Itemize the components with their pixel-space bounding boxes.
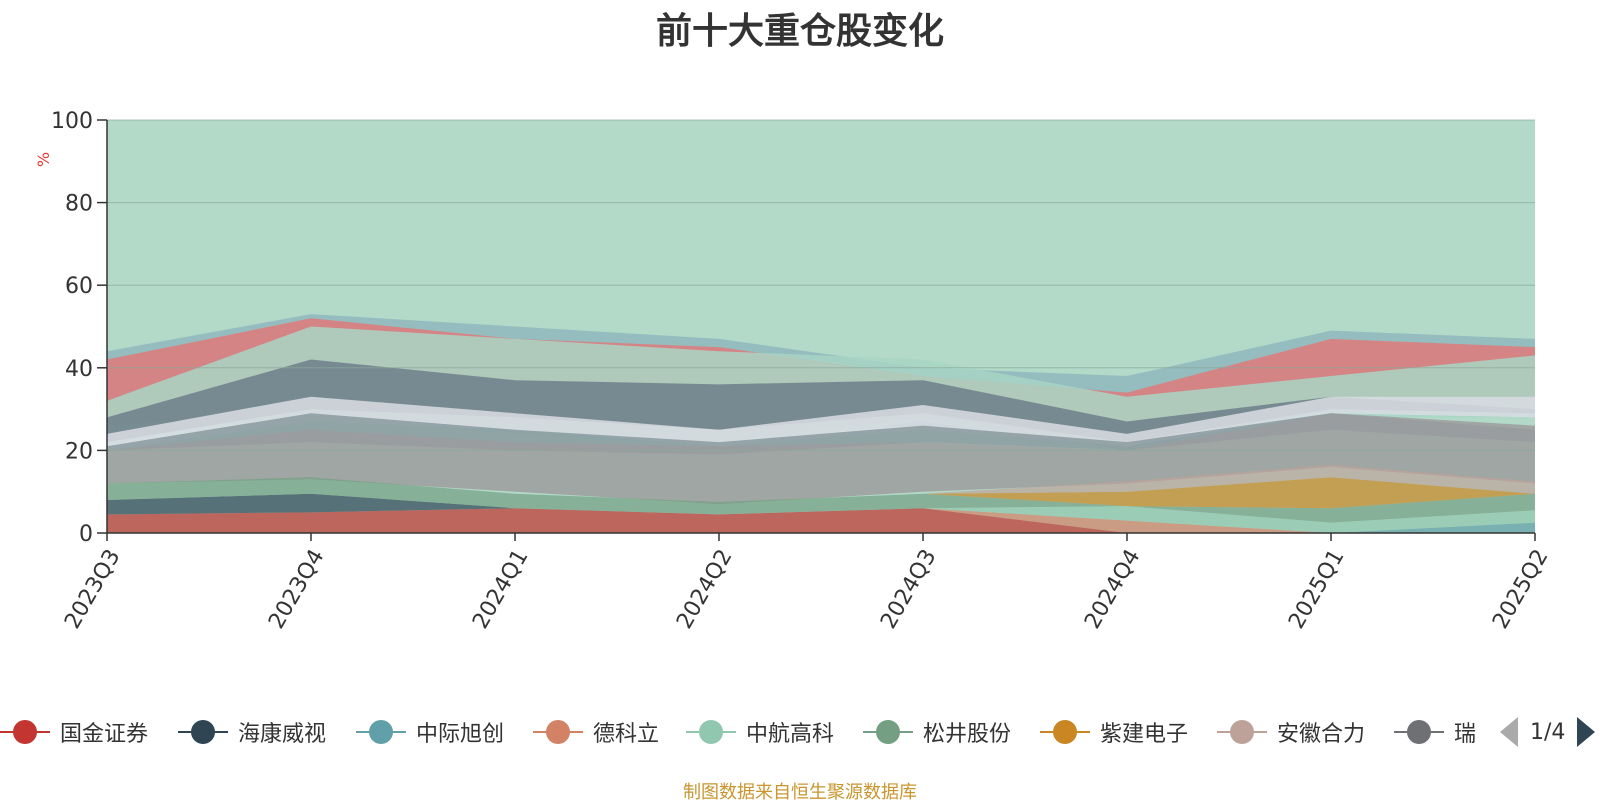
source-note: 制图数据来自恒生聚源数据库 [683,782,917,803]
x-tick-label: 2024Q3 [876,545,941,633]
series-area-5 [107,477,1535,523]
y-tick-label: 40 [65,357,93,382]
series-area-0 [107,508,1535,533]
legend-label: 瑞 [1454,722,1477,747]
x-tick-label: 2025Q2 [1488,545,1553,633]
legend-label: 中航高科 [746,722,835,747]
legend-marker-icon [0,712,50,752]
y-tick-label: 20 [65,439,93,464]
y-tick-label: 100 [51,109,93,134]
x-tick-labels: 2023Q3 2023Q4 2024Q1 2024Q2 2024Q3 2024Q4 2025… [60,545,1553,633]
legend-marker-icon [1217,712,1267,752]
legend-prev-icon[interactable] [1500,717,1518,747]
legend-item[interactable]: 国金证券 [0,712,148,752]
series-area-1 [107,493,1535,533]
series-area-4 [107,493,1535,533]
legend-item[interactable]: 中际旭创 [356,712,504,752]
legend-marker-icon [356,712,406,752]
legend-label: 松井股份 [923,722,1012,747]
legend-label: 中际旭创 [416,722,505,747]
legend-page-indicator: 1/4 [1530,719,1566,745]
y-tick-label: 60 [65,274,93,299]
x-tick-label: 2023Q4 [264,545,329,633]
legend-label: 德科立 [593,722,660,747]
legend-item[interactable]: 紫建电子 [1040,712,1188,752]
x-tick-label: 2024Q4 [1080,545,1145,633]
legend-label: 海康威视 [238,722,327,747]
legend-marker-icon [863,712,913,752]
series-area-6 [107,477,1535,509]
legend-item[interactable]: 德科立 [533,712,659,752]
legend-items: 国金证券 海康威视 中际旭创 德科立 中航高科 松井股份 紫建电子 安徽合力 瑞 [0,712,1480,752]
legend-marker-icon [1394,712,1444,752]
decorative-bands [107,120,1535,533]
x-tick-label: 2024Q2 [672,545,737,633]
legend-item[interactable]: 松井股份 [863,712,1011,752]
y-tick-label: 0 [79,522,93,547]
legend-label: 紫建电子 [1100,722,1189,747]
background-band-3 [107,359,1535,443]
y-tick-label: 80 [65,192,93,217]
background-band-6 [107,413,1535,505]
x-tick-label: 2023Q3 [60,545,125,633]
legend-marker-icon [533,712,583,752]
x-tick-label: 2025Q1 [1284,545,1349,633]
legend-item[interactable]: 安徽合力 [1217,712,1365,752]
legend-item[interactable]: 瑞 [1394,712,1476,752]
legend-next-icon[interactable] [1577,717,1596,747]
legend-marker-icon [686,712,736,752]
x-tick-label: 2024Q1 [468,545,533,633]
y-tick-labels: 0 20 40 60 80 100 [51,109,93,547]
axes [97,119,1536,541]
legend-pager: 1/4 [1500,712,1596,752]
legend-label: 国金证券 [60,722,149,747]
legend-marker-icon [178,712,228,752]
legend: 国金证券 海康威视 中际旭创 德科立 中航高科 松井股份 紫建电子 安徽合力 瑞 1/4 [0,712,1600,752]
series-areas [107,119,1535,533]
chart-title: 前十大重仓股变化 [655,11,944,52]
legend-item[interactable]: 中航高科 [686,712,834,752]
legend-label: 安徽合力 [1277,722,1366,747]
legend-marker-icon [1040,712,1090,752]
legend-item[interactable]: 海康威视 [178,712,326,752]
